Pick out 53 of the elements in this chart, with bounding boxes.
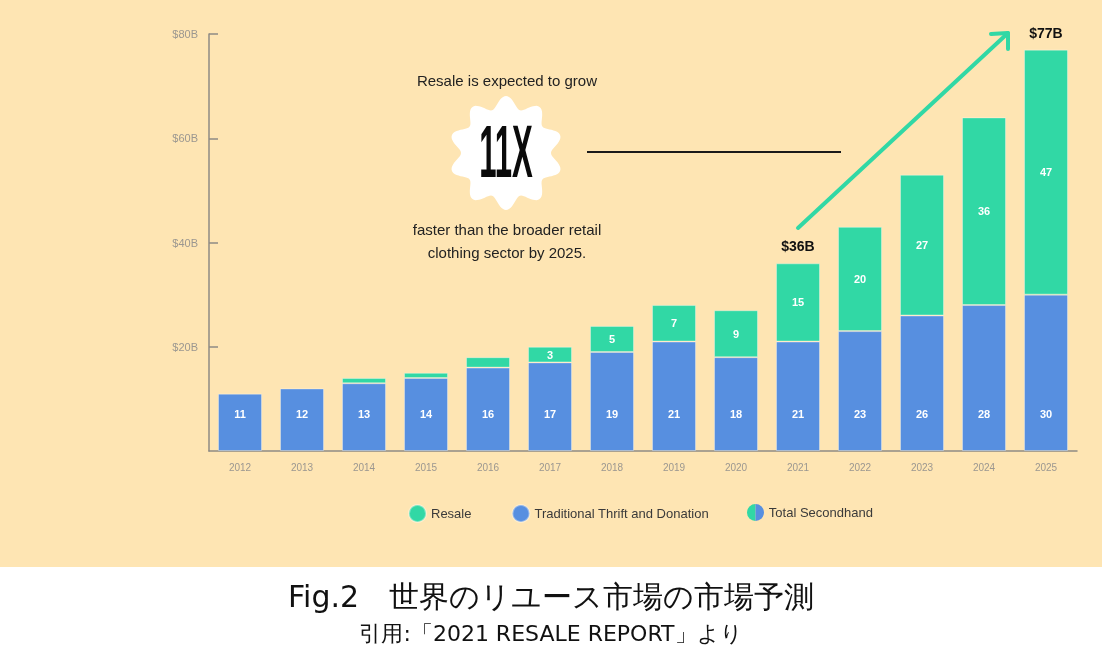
data-label: 7 — [670, 317, 678, 330]
data-label: 23 — [853, 407, 867, 420]
data-label: 14 — [419, 407, 433, 420]
x-tick-label: 2015 — [414, 461, 438, 473]
x-tick-label: 2025 — [1034, 461, 1058, 473]
data-label: 16 — [481, 407, 495, 420]
x-tick-label: 2014 — [352, 461, 376, 473]
x-tick-label: 2021 — [786, 461, 810, 473]
x-tick-label: 2016 — [476, 461, 500, 473]
bar — [280, 388, 324, 451]
x-tick-label: 2019 — [662, 461, 686, 473]
text: 引用:「2021 RESALE REPORT」より — [359, 620, 743, 648]
data-label: 30 — [1039, 407, 1053, 420]
x-tick-label: 2024 — [972, 461, 996, 473]
total-label: $36B — [781, 238, 815, 255]
data-label: 47 — [1039, 166, 1053, 179]
x-tick-label: 2013 — [290, 461, 314, 473]
data-label: 13 — [357, 407, 371, 420]
data-label: 17 — [543, 407, 557, 420]
y-tick-label: $20B — [172, 340, 198, 353]
annotation: Resale is expected to grow — [416, 72, 598, 90]
data-label: 26 — [915, 407, 929, 420]
y-tick-label: $40B — [172, 236, 198, 249]
total-label: $77B — [1029, 24, 1063, 41]
data-label: 21 — [791, 407, 805, 420]
y-tick-label: $60B — [172, 132, 198, 145]
text: Total Secondhand — [768, 504, 873, 520]
x-tick-label: 2012 — [228, 461, 252, 473]
data-label: 19 — [605, 407, 619, 420]
data-label: 27 — [915, 239, 929, 252]
x-tick-label: 2018 — [600, 461, 624, 473]
data-label: 9 — [732, 327, 740, 340]
data-label: 28 — [977, 407, 991, 420]
data-label: 20 — [853, 272, 867, 285]
x-tick-label: 2020 — [724, 461, 748, 473]
annotation: faster than the broader retail clothing sector by 2025. — [411, 220, 603, 263]
data-label: 3 — [546, 348, 554, 361]
bar — [218, 393, 262, 451]
legend-label: Traditional Thrift and Donation — [534, 506, 709, 521]
data-label: 36 — [977, 205, 991, 218]
legend-label: Resale — [431, 506, 472, 521]
data-label: 18 — [729, 407, 743, 420]
text: Fig.2 世界のリユース市場の市場予測 — [287, 578, 815, 614]
data-label: 11 — [234, 407, 246, 420]
annotation: 11X — [479, 110, 533, 193]
data-label: 5 — [608, 332, 616, 345]
x-tick-label: 2023 — [910, 461, 934, 473]
x-tick-label: 2022 — [848, 461, 872, 473]
x-tick-label: 2017 — [538, 461, 562, 473]
data-label: 15 — [791, 296, 805, 309]
y-tick-label: $80B — [172, 28, 198, 40]
data-label: 12 — [295, 407, 309, 420]
data-label: 21 — [667, 407, 681, 420]
